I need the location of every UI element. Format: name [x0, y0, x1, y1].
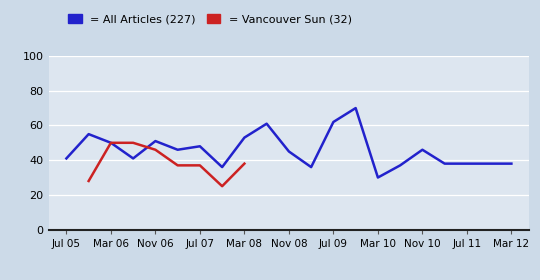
- Legend: = All Articles (227), = Vancouver Sun (32): = All Articles (227), = Vancouver Sun (3…: [64, 10, 357, 29]
